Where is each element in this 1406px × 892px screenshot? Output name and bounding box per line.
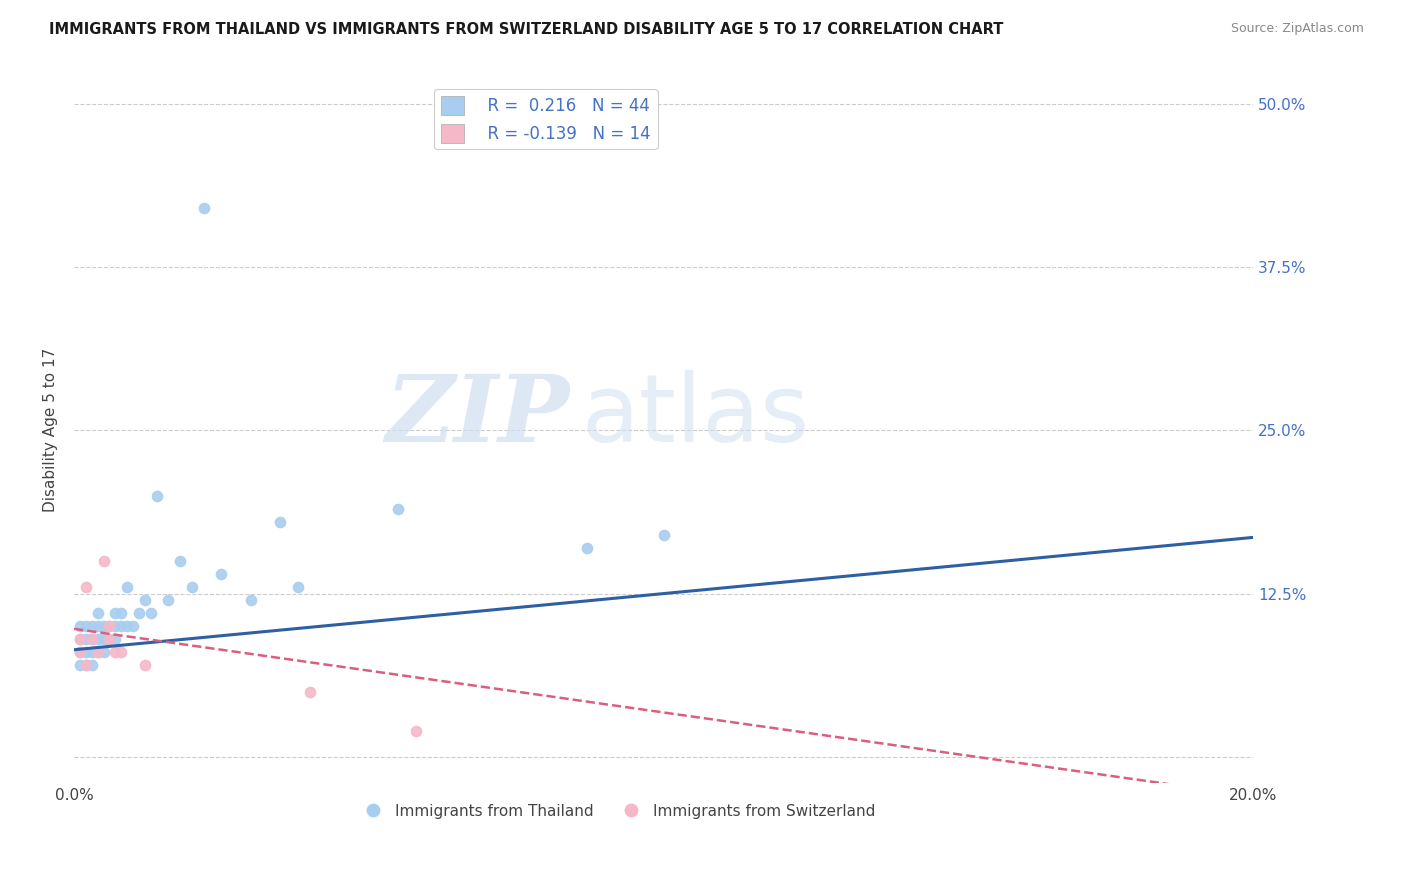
Point: [98, 619, 121, 633]
Point: [110, 619, 132, 633]
Point: [405, 723, 427, 738]
Point: [134, 593, 156, 607]
Point: [652, 528, 675, 542]
Point: [80, 645, 103, 659]
Point: [75, 658, 97, 673]
Point: [110, 645, 132, 659]
Point: [75, 619, 97, 633]
Point: [269, 515, 291, 529]
Point: [80, 619, 103, 633]
Legend: Immigrants from Thailand, Immigrants from Switzerland: Immigrants from Thailand, Immigrants fro…: [352, 797, 882, 825]
Point: [145, 489, 167, 503]
Point: [75, 580, 97, 594]
Point: [80, 632, 103, 647]
Point: [115, 619, 138, 633]
Point: [98, 632, 121, 647]
Point: [69, 619, 91, 633]
Point: [86, 645, 108, 659]
Point: [80, 632, 103, 647]
Y-axis label: Disability Age 5 to 17: Disability Age 5 to 17: [44, 348, 58, 512]
Point: [75, 632, 97, 647]
Point: [98, 632, 121, 647]
Point: [69, 632, 91, 647]
Point: [93, 554, 115, 568]
Point: [80, 658, 103, 673]
Point: [86, 606, 108, 620]
Point: [69, 632, 91, 647]
Point: [128, 606, 150, 620]
Text: atlas: atlas: [581, 370, 810, 462]
Point: [86, 619, 108, 633]
Point: [298, 684, 321, 698]
Point: [239, 593, 262, 607]
Point: [75, 658, 97, 673]
Point: [104, 619, 127, 633]
Point: [157, 593, 180, 607]
Point: [93, 645, 115, 659]
Point: [93, 632, 115, 647]
Point: [104, 632, 127, 647]
Point: [287, 580, 309, 594]
Text: ZIP: ZIP: [385, 371, 569, 461]
Point: [169, 554, 191, 568]
Point: [134, 658, 156, 673]
Point: [104, 645, 127, 659]
Point: [576, 541, 599, 555]
Point: [115, 580, 138, 594]
Point: [93, 619, 115, 633]
Point: [98, 619, 121, 633]
Point: [181, 580, 204, 594]
Point: [122, 619, 145, 633]
Point: [211, 566, 233, 581]
Point: [139, 606, 162, 620]
Point: [69, 645, 91, 659]
Point: [86, 645, 108, 659]
Text: IMMIGRANTS FROM THAILAND VS IMMIGRANTS FROM SWITZERLAND DISABILITY AGE 5 TO 17 C: IMMIGRANTS FROM THAILAND VS IMMIGRANTS F…: [49, 22, 1004, 37]
Point: [69, 645, 91, 659]
Point: [75, 645, 97, 659]
Point: [110, 606, 132, 620]
Point: [104, 606, 127, 620]
Point: [86, 632, 108, 647]
Point: [69, 658, 91, 673]
Text: Source: ZipAtlas.com: Source: ZipAtlas.com: [1230, 22, 1364, 36]
Point: [387, 501, 409, 516]
Point: [193, 201, 215, 215]
